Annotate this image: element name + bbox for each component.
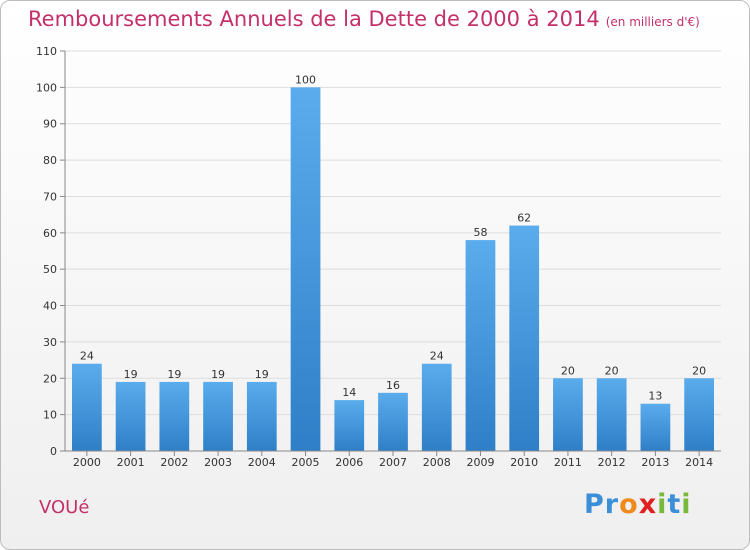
- y-tick-label: 30: [43, 336, 57, 349]
- data-label: 19: [124, 368, 138, 381]
- bar: [378, 392, 408, 451]
- proxiti-logo: Proxiti: [584, 489, 692, 520]
- x-tick-label: 2010: [510, 456, 538, 469]
- logo-letter: r: [604, 489, 620, 520]
- data-label: 13: [648, 390, 662, 403]
- x-tick-label: 2007: [379, 456, 407, 469]
- y-tick-label: 60: [43, 227, 57, 240]
- x-tick-label: 2011: [554, 456, 582, 469]
- x-tick-label: 2014: [685, 456, 713, 469]
- y-tick-label: 20: [43, 372, 57, 385]
- x-tick-label: 2004: [248, 456, 276, 469]
- data-label: 14: [342, 386, 356, 399]
- logo-letter: x: [638, 489, 658, 520]
- data-label: 19: [255, 368, 269, 381]
- data-label: 20: [605, 364, 619, 377]
- logo-letter: o: [619, 489, 639, 520]
- bar: [246, 381, 277, 451]
- y-tick-label: 0: [50, 445, 57, 458]
- bar: [115, 381, 146, 451]
- x-tick-label: 2001: [117, 456, 145, 469]
- x-tick-label: 2009: [466, 456, 494, 469]
- logo-letter: t: [667, 489, 682, 520]
- x-tick-label: 2008: [423, 456, 451, 469]
- chart-title: Remboursements Annuels de la Dette de 20…: [28, 7, 700, 31]
- bars: [71, 87, 715, 451]
- y-tick-label: 90: [43, 118, 57, 131]
- y-tick-label: 50: [43, 263, 57, 276]
- bar: [203, 381, 233, 451]
- data-label: 19: [211, 368, 225, 381]
- bar: [159, 381, 190, 451]
- data-label: 20: [561, 364, 575, 377]
- x-tick-label: 2002: [160, 456, 188, 469]
- logo-letter: i: [657, 489, 668, 520]
- commune-name: VOUé: [39, 497, 90, 518]
- data-label: 24: [430, 350, 444, 363]
- bar: [465, 240, 496, 451]
- y-tick-label: 70: [43, 190, 57, 203]
- data-label: 58: [473, 226, 487, 239]
- bar: [290, 87, 321, 451]
- y-tick-label: 110: [36, 45, 57, 58]
- data-label: 16: [386, 379, 400, 392]
- data-label: 19: [167, 368, 181, 381]
- data-label: 24: [80, 350, 94, 363]
- y-tick-label: 40: [43, 300, 57, 313]
- bar: [334, 400, 365, 451]
- data-label: 20: [692, 364, 706, 377]
- data-label: 100: [295, 73, 316, 86]
- x-tick-label: 2003: [204, 456, 232, 469]
- data-label: 62: [517, 212, 531, 225]
- y-tick-label: 100: [36, 81, 57, 94]
- bar: [553, 378, 583, 451]
- bar: [71, 363, 102, 451]
- axes: [60, 50, 721, 456]
- bar: [421, 363, 452, 451]
- y-tick-label: 10: [43, 409, 57, 422]
- bar: [640, 403, 671, 451]
- x-tick-label: 2006: [335, 456, 363, 469]
- logo-letter: i: [681, 489, 692, 520]
- x-tick-label: 2012: [598, 456, 626, 469]
- x-tick-label: 2000: [73, 456, 101, 469]
- y-tick-label: 80: [43, 154, 57, 167]
- chart-subtitle: (en milliers d'€): [605, 15, 700, 29]
- labels: 0 10 20 30 40 50 60 70 80 90 100 110 2000 24 2001 19 200…: [36, 45, 713, 469]
- bar: [596, 378, 627, 451]
- chart-title-text: Remboursements Annuels de la Dette de 20…: [28, 7, 600, 31]
- x-tick-label: 2005: [292, 456, 320, 469]
- bar: [509, 225, 540, 451]
- x-tick-label: 2013: [641, 456, 669, 469]
- bar: [684, 378, 715, 451]
- logo-letter: P: [584, 489, 605, 520]
